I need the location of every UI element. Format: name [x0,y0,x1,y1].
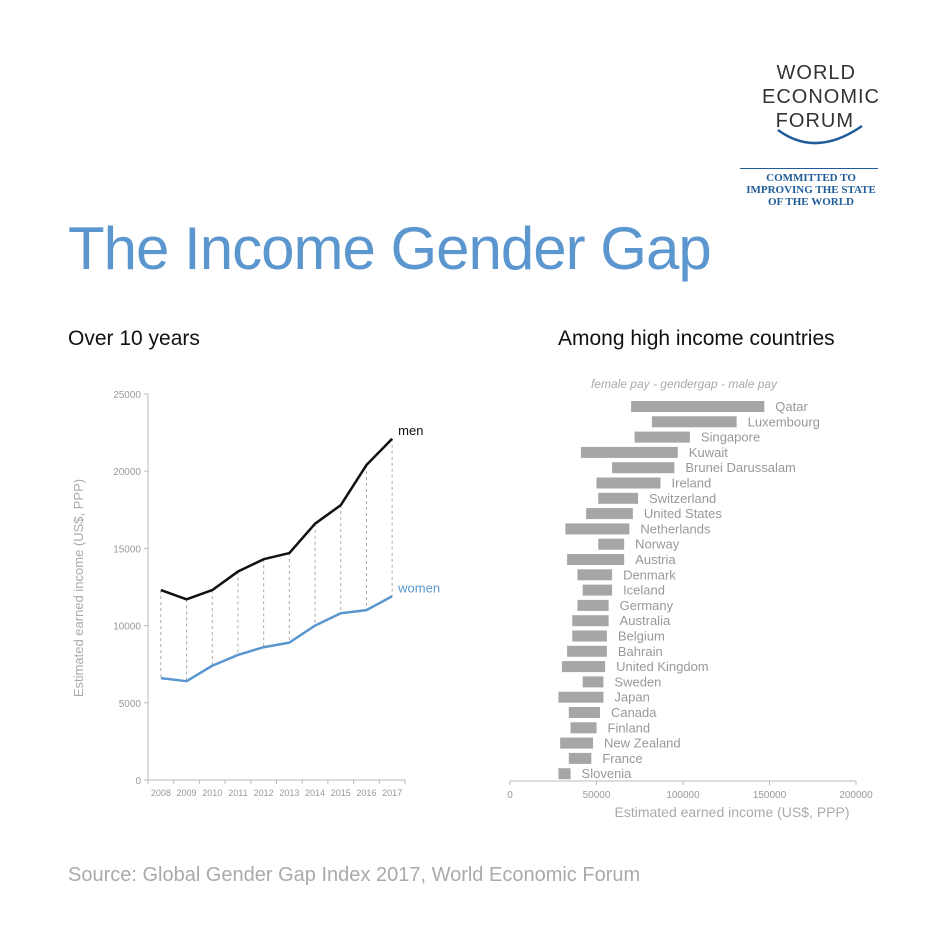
range-bar [572,630,607,642]
country-label: Canada [611,705,657,720]
x-tick-label: 2017 [382,788,402,798]
country-label: Japan [614,690,649,705]
range-bar [580,446,678,458]
series-line-men [160,437,394,601]
y-axis-title: Estimated earned income (US$, PPP) [71,479,86,697]
x-tick-label: 2015 [331,788,351,798]
country-label: United States [644,506,723,521]
x-tick-label: 2014 [305,788,325,798]
country-label: Norway [635,537,680,552]
range-bar [565,523,630,535]
left-chart-title: Over 10 years [68,327,200,350]
range-bar [568,707,600,718]
country-label: Netherlands [640,521,711,536]
y-tick-label: 15000 [113,544,141,555]
range-bar [577,599,609,611]
range-bar [558,768,571,780]
range-bar [631,401,765,412]
country-label: Germany [620,598,674,613]
y-tick-label: 5000 [119,699,142,710]
country-label: France [602,751,642,766]
y-tick-label: 25000 [113,390,141,401]
x-tick-label: 2008 [151,788,171,798]
range-bar [582,584,613,596]
y-tick-label: 20000 [113,467,141,478]
range-bar [567,645,607,657]
country-label: Austria [635,552,676,567]
series-label-women: women [397,580,440,595]
range-bar [561,661,606,673]
country-label: United Kingdom [616,659,709,674]
range-bar [558,691,604,703]
range-bar [560,737,594,749]
x-tick-label: 200000 [839,790,873,801]
x-tick-label: 2016 [356,788,376,798]
range-bar [651,416,737,428]
wef-logo: WORLD ECONOMIC FORUM COMMITTED TO IMPROV… [736,62,886,212]
x-tick-label: 0 [507,790,513,801]
range-bar-chart: female pay - gendergap - male pay QatarL… [507,377,873,820]
x-tick-label: 2011 [228,788,247,798]
logo-line-2: ECONOMIC [762,86,880,108]
series-label-men: men [398,423,423,438]
country-label: Finland [608,720,651,735]
country-label: Luxembourg [748,414,820,429]
country-label: New Zealand [604,736,681,751]
bar-annotation: female pay - gendergap - male pay [591,377,778,391]
range-bar [598,538,625,550]
range-bar [577,569,613,581]
range-bar [568,752,592,764]
country-label: Switzerland [649,491,716,506]
x-tick-label: 2010 [202,788,222,798]
x-tick-label: 2012 [254,788,274,798]
range-bar [572,615,609,627]
range-bar [634,431,690,443]
country-label: Belgium [618,629,665,644]
country-label: Bahrain [618,644,663,659]
line-chart: 0 5000 10000 15000 20000 25000 2008 2009 2010 20… [71,390,440,798]
range-bar [586,508,633,520]
range-bar [598,492,639,504]
range-bar [567,554,625,565]
range-bar [612,462,675,474]
country-label: Ireland [672,476,712,491]
country-label: Sweden [614,674,661,689]
x-tick-label: 50000 [583,790,611,801]
logo-line-1: WORLD [776,62,856,84]
page-title: The Income Gender Gap [68,215,712,282]
range-bar [596,477,661,489]
country-label: Kuwait [689,445,728,460]
x-tick-label: 2009 [177,788,197,798]
series-line-women [160,595,393,683]
source-note: Source: Global Gender Gap Index 2017, Wo… [68,864,641,886]
right-chart-title: Among high income countries [558,327,835,350]
logo-tagline: COMMITTED TO IMPROVING THE STATE OF THE … [746,172,876,208]
country-label: Slovenia [582,766,633,781]
y-tick-label: 10000 [113,622,141,633]
range-bar [570,722,597,734]
logo-line-3: FORUM [775,110,854,132]
x-tick-label: 150000 [753,790,787,801]
country-label: Denmark [623,567,676,582]
x-tick-label: 2013 [279,788,299,798]
country-label: Qatar [775,399,808,414]
country-label: Singapore [701,430,760,445]
x-axis-title: Estimated earned income (US$, PPP) [615,804,850,820]
y-tick-label: 0 [135,776,141,787]
logo-swoosh-icon [777,124,863,145]
country-label: Brunei Darussalam [685,460,796,475]
country-label: Australia [620,613,671,628]
country-label: Iceland [623,583,665,598]
x-tick-label: 100000 [666,790,700,801]
range-bar [582,676,604,688]
